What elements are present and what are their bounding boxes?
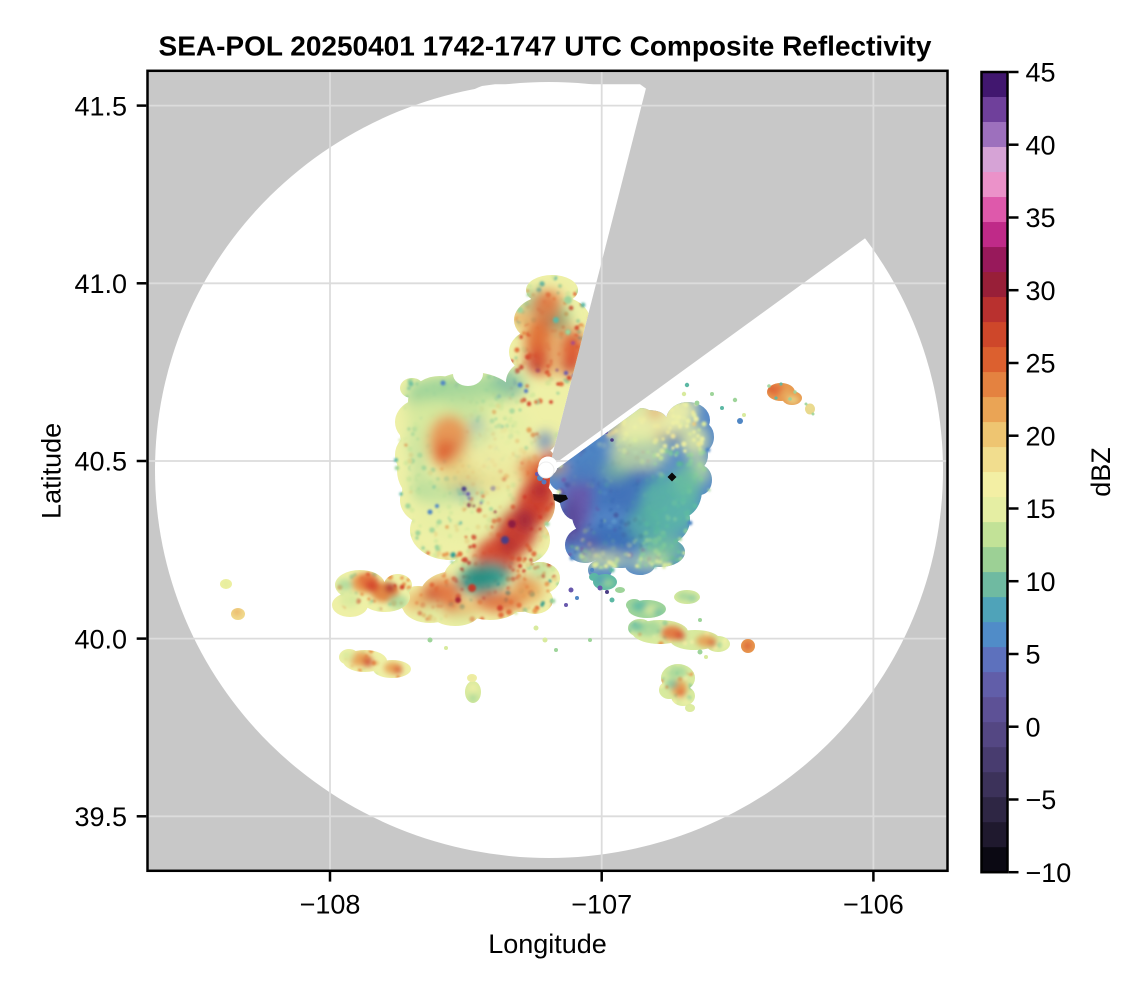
svg-text:10: 10 xyxy=(1026,567,1056,597)
svg-text:−106: −106 xyxy=(843,890,904,920)
svg-text:41.0: 41.0 xyxy=(74,269,127,299)
svg-text:−5: −5 xyxy=(1026,785,1057,815)
svg-text:SEA-POL 20250401 1742-1747 UTC: SEA-POL 20250401 1742-1747 UTC Composite… xyxy=(159,31,932,62)
svg-text:40.0: 40.0 xyxy=(74,624,127,654)
svg-text:Longitude: Longitude xyxy=(488,929,607,959)
svg-text:20: 20 xyxy=(1026,421,1056,451)
svg-text:−10: −10 xyxy=(1026,858,1072,888)
svg-text:0: 0 xyxy=(1026,712,1041,742)
svg-text:41.5: 41.5 xyxy=(74,91,127,121)
svg-text:−108: −108 xyxy=(300,890,361,920)
svg-text:−107: −107 xyxy=(571,890,632,920)
svg-text:40.5: 40.5 xyxy=(74,447,127,477)
svg-text:dBZ: dBZ xyxy=(1086,447,1116,497)
svg-text:5: 5 xyxy=(1026,640,1041,670)
svg-text:40: 40 xyxy=(1026,130,1056,160)
svg-text:Latitude: Latitude xyxy=(37,423,67,519)
svg-text:15: 15 xyxy=(1026,494,1056,524)
svg-text:45: 45 xyxy=(1026,58,1056,88)
svg-text:30: 30 xyxy=(1026,276,1056,306)
svg-text:25: 25 xyxy=(1026,349,1056,379)
svg-text:35: 35 xyxy=(1026,203,1056,233)
svg-text:39.5: 39.5 xyxy=(74,802,127,832)
